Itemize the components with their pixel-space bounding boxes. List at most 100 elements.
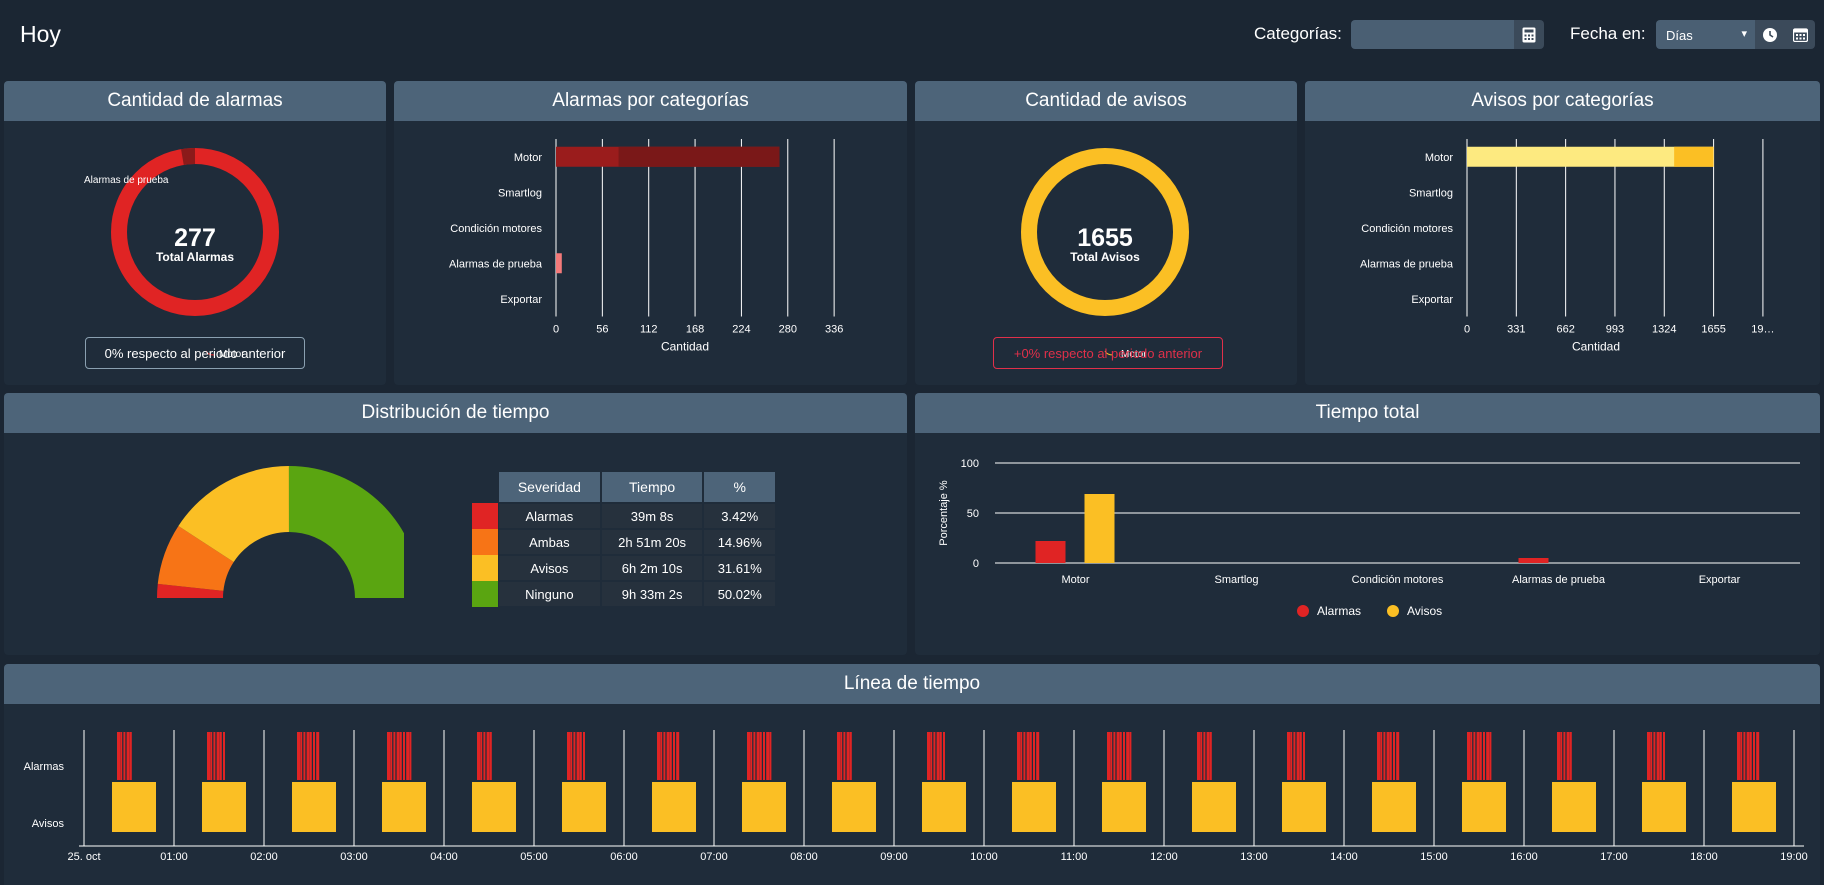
fecha-select-value: Días [1666,28,1693,43]
y-tick-label: Motor [1425,152,1453,164]
timeline-event-alarma [657,732,660,780]
panel-title: Avisos por categorías [1305,81,1820,121]
total-value: 277 [174,224,216,252]
timeline-event-alarma [1200,732,1203,780]
x-tick-label: Motor [1061,574,1089,586]
slice-label-motor: Motor [219,349,245,360]
x-tick-label: 224 [732,324,750,336]
calendar-icon[interactable] [1785,20,1815,49]
x-axis-label: Cantidad [1572,340,1620,354]
x-tick-label: 12:00 [1150,851,1178,863]
legend-swatch-alarmas [472,503,498,529]
legend-swatch-avisos [472,555,498,581]
table-header-row: Severidad Tiempo % [499,472,775,502]
calculator-icon[interactable] [1514,20,1544,49]
y-tick-label: Exportar [1411,294,1453,306]
timeline-event-alarma [576,732,580,780]
timeline-event-alarma [1647,732,1650,780]
fecha-label: Fecha en: [1570,24,1646,43]
x-tick-label: 17:00 [1600,851,1628,863]
top-bar: Hoy Categorías: Fecha en: Días ▾ [0,0,1824,70]
timeline-event-alarma [1036,732,1040,780]
timeline-event-alarma [219,732,222,780]
timeline-event-aviso [1282,782,1326,832]
y-tick-label: Alarmas de prueba [449,258,543,270]
total-value: 1655 [1077,224,1133,252]
timeline-event-alarma [756,732,760,780]
categorias-input[interactable] [1351,20,1519,49]
timeline-event-aviso [922,782,966,832]
panel-title: Línea de tiempo [4,664,1820,704]
x-tick-label: 280 [779,324,797,336]
x-tick-label: 0 [553,324,559,336]
timeline-event-aviso [1372,782,1416,832]
timeline-event-alarma [939,732,942,780]
timeline-event-alarma [1033,732,1035,780]
timeline-event-alarma [663,732,666,780]
timeline-event-alarma [1206,732,1210,780]
x-tick-label: 1655 [1701,324,1725,336]
timeline-event-alarma [1743,732,1746,780]
panel-title: Distribución de tiempo [4,393,907,433]
timeline-event-alarma [1116,732,1120,780]
total-label: Total Alarmas [156,250,234,264]
timeline-event-alarma [1740,732,1743,780]
timeline-event-alarma [1017,732,1020,780]
timeline-event-alarma [216,732,220,780]
timeline-event-aviso [742,782,786,832]
legend-marker [1387,605,1399,617]
timeline-event-alarma [843,732,846,780]
y-tick-label: Smartlog [498,187,542,199]
timeline-event-alarma [673,732,675,780]
timeline-event-alarma [849,732,852,780]
timeline-event-alarma [1653,732,1656,780]
x-axis-label: Cantidad [661,340,709,354]
timeline-event-alarma [753,732,756,780]
y-tick-label: 100 [961,458,979,470]
semi-donut-slice [178,466,289,562]
bar [1084,494,1115,563]
timeline-event-alarma [1197,732,1200,780]
x-tick-label: 1324 [1652,324,1676,336]
cell-pct: 14.96% [704,530,775,554]
timeline-event-alarma [1386,732,1390,780]
timeline-event-alarma [747,732,750,780]
timeline-event-alarma [750,732,753,780]
timeline-event-alarma [1209,732,1212,780]
timeline-event-alarma [1129,732,1132,780]
timeline-event-alarma [1113,732,1116,780]
x-tick-label: Alarmas de prueba [1512,574,1606,586]
clock-icon[interactable] [1755,20,1785,49]
timeline-event-alarma [1483,732,1485,780]
donut-slice-motor[interactable] [1021,148,1189,316]
timeline-event-alarma [570,732,573,780]
timeline-event-aviso [652,782,696,832]
timeline-event-alarma [583,732,585,780]
panel-title: Alarmas por categorías [394,81,907,121]
timeline-event-alarma [480,732,483,780]
timeline-event-alarma [1383,732,1386,780]
donut-slice-alarmas-prueba[interactable] [181,148,196,166]
timeline-event-alarma [399,732,402,780]
timeline-event-alarma [840,732,843,780]
x-tick-label: 08:00 [790,851,818,863]
cell-severidad: Avisos [499,556,600,580]
timeline-event-alarma [1557,732,1560,780]
x-tick-label: 05:00 [520,851,548,863]
timeline-event-alarma [1389,732,1392,780]
panel-tiempo-total: Tiempo total 100 50 0 Porcentaje % Motor Smar… [915,393,1820,655]
timeline-event-alarma [223,732,225,780]
timeline-event-alarma [306,732,310,780]
timeline-event-alarma [303,732,306,780]
distribucion-semi-donut [157,466,404,598]
fecha-select[interactable]: Días ▾ [1656,20,1755,49]
timeline-event-alarma [763,732,765,780]
timeline-event-aviso [562,782,606,832]
timeline-event-alarma [1753,732,1755,780]
x-tick-label: Exportar [1699,574,1741,586]
semi-donut-slice [288,466,404,598]
timeline-event-alarma [1290,732,1293,780]
y-tick-label: Condición motores [1361,223,1453,235]
x-tick-label: 19:00 [1780,851,1808,863]
timeline-event-alarma [1287,732,1290,780]
